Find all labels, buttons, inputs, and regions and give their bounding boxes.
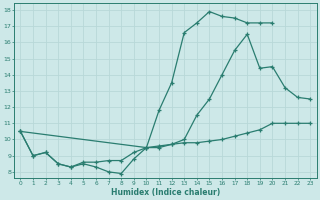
X-axis label: Humidex (Indice chaleur): Humidex (Indice chaleur) bbox=[111, 188, 220, 197]
